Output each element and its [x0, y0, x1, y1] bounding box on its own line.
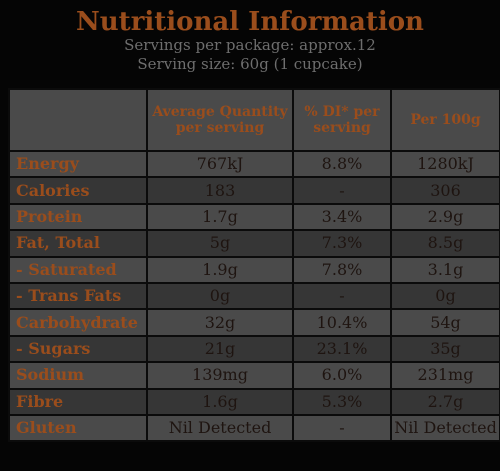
percent-di-value: -: [292, 413, 392, 443]
table-row: Sodium 139mg 6.0% 231mg: [8, 361, 500, 390]
avg-quantity-value: Nil Detected: [146, 413, 294, 443]
nutrient-label: - Trans Fats: [8, 281, 148, 311]
table-row: - Saturated 1.9g 7.8% 3.1g: [8, 255, 500, 284]
percent-di-value: -: [292, 281, 392, 311]
nutrient-label: - Sugars: [8, 334, 148, 364]
avg-quantity-value: 21g: [146, 334, 294, 364]
table-row: Fat, Total 5g 7.3% 8.5g: [8, 229, 500, 258]
table-row: Protein 1.7g 3.4% 2.9g: [8, 202, 500, 232]
avg-quantity-value: 767kJ: [146, 149, 294, 179]
percent-di-value: 5.3%: [292, 387, 392, 416]
nutrient-label: Gluten: [8, 413, 148, 443]
avg-quantity-value: 1.6g: [146, 387, 294, 416]
nutrient-label: - Saturated: [8, 255, 148, 284]
percent-di-value: 10.4%: [292, 308, 392, 337]
table-header-row: Average Quantity per serving % DI* per s…: [8, 88, 500, 152]
nutrient-label: Fibre: [8, 387, 148, 416]
avg-quantity-value: 32g: [146, 308, 294, 337]
avg-quantity-value: 0g: [146, 281, 294, 311]
per-100g-value: 8.5g: [390, 229, 500, 258]
percent-di-value: 7.8%: [292, 255, 392, 284]
nutrient-label: Carbohydrate: [8, 308, 148, 337]
header-per-100g: Per 100g: [390, 88, 500, 152]
table-row: Gluten Nil Detected - Nil Detected: [8, 413, 500, 443]
per-100g-value: 2.9g: [390, 202, 500, 232]
percent-di-value: 3.4%: [292, 202, 392, 232]
servings-per-package: Servings per package: approx.12: [124, 36, 376, 54]
per-100g-value: 35g: [390, 334, 500, 364]
nutrient-label: Protein: [8, 202, 148, 232]
serving-size: Serving size: 60g (1 cupcake): [137, 55, 363, 73]
avg-quantity-value: 183: [146, 176, 294, 205]
table-row: Fibre 1.6g 5.3% 2.7g: [8, 387, 500, 416]
nutrient-label: Fat, Total: [8, 229, 148, 258]
table-row: - Sugars 21g 23.1% 35g: [8, 334, 500, 364]
table-row: Calories 183-306: [8, 176, 500, 205]
header-blank: [8, 88, 148, 152]
percent-di-value: -: [292, 176, 392, 205]
nutrition-table: Average Quantity per serving % DI* per s…: [8, 88, 500, 443]
per-100g-value: 306: [390, 176, 500, 205]
avg-quantity-value: 1.9g: [146, 255, 294, 284]
header-percent-di: % DI* per serving: [292, 88, 392, 152]
avg-quantity-value: 139mg: [146, 361, 294, 390]
per-100g-value: 3.1g: [390, 255, 500, 284]
avg-quantity-value: 1.7g: [146, 202, 294, 232]
per-100g-value: 0g: [390, 281, 500, 311]
table-row: - Trans Fats 0g -0g: [8, 281, 500, 311]
nutrient-label: Energy: [8, 149, 148, 179]
nutrition-header: Nutritional Information Servings per pac…: [0, 0, 500, 80]
per-100g-value: 2.7g: [390, 387, 500, 416]
nutrient-label: Calories: [8, 176, 148, 205]
percent-di-value: 8.8%: [292, 149, 392, 179]
per-100g-value: 231mg: [390, 361, 500, 390]
per-100g-value: 54g: [390, 308, 500, 337]
table-row: Carbohydrate 32g 10.4% 54g: [8, 308, 500, 337]
per-100g-value: 1280kJ: [390, 149, 500, 179]
per-100g-value: Nil Detected: [390, 413, 500, 443]
avg-quantity-value: 5g: [146, 229, 294, 258]
nutrient-label: Sodium: [8, 361, 148, 390]
page-title: Nutritional Information: [76, 7, 424, 37]
header-avg-quantity: Average Quantity per serving: [146, 88, 294, 152]
percent-di-value: 6.0%: [292, 361, 392, 390]
table-row: Energy 767kJ 8.8% 1280kJ: [8, 149, 500, 179]
percent-di-value: 23.1%: [292, 334, 392, 364]
percent-di-value: 7.3%: [292, 229, 392, 258]
table-body: Energy 767kJ 8.8% 1280kJ Calories 183-306 Prot…: [8, 149, 500, 443]
